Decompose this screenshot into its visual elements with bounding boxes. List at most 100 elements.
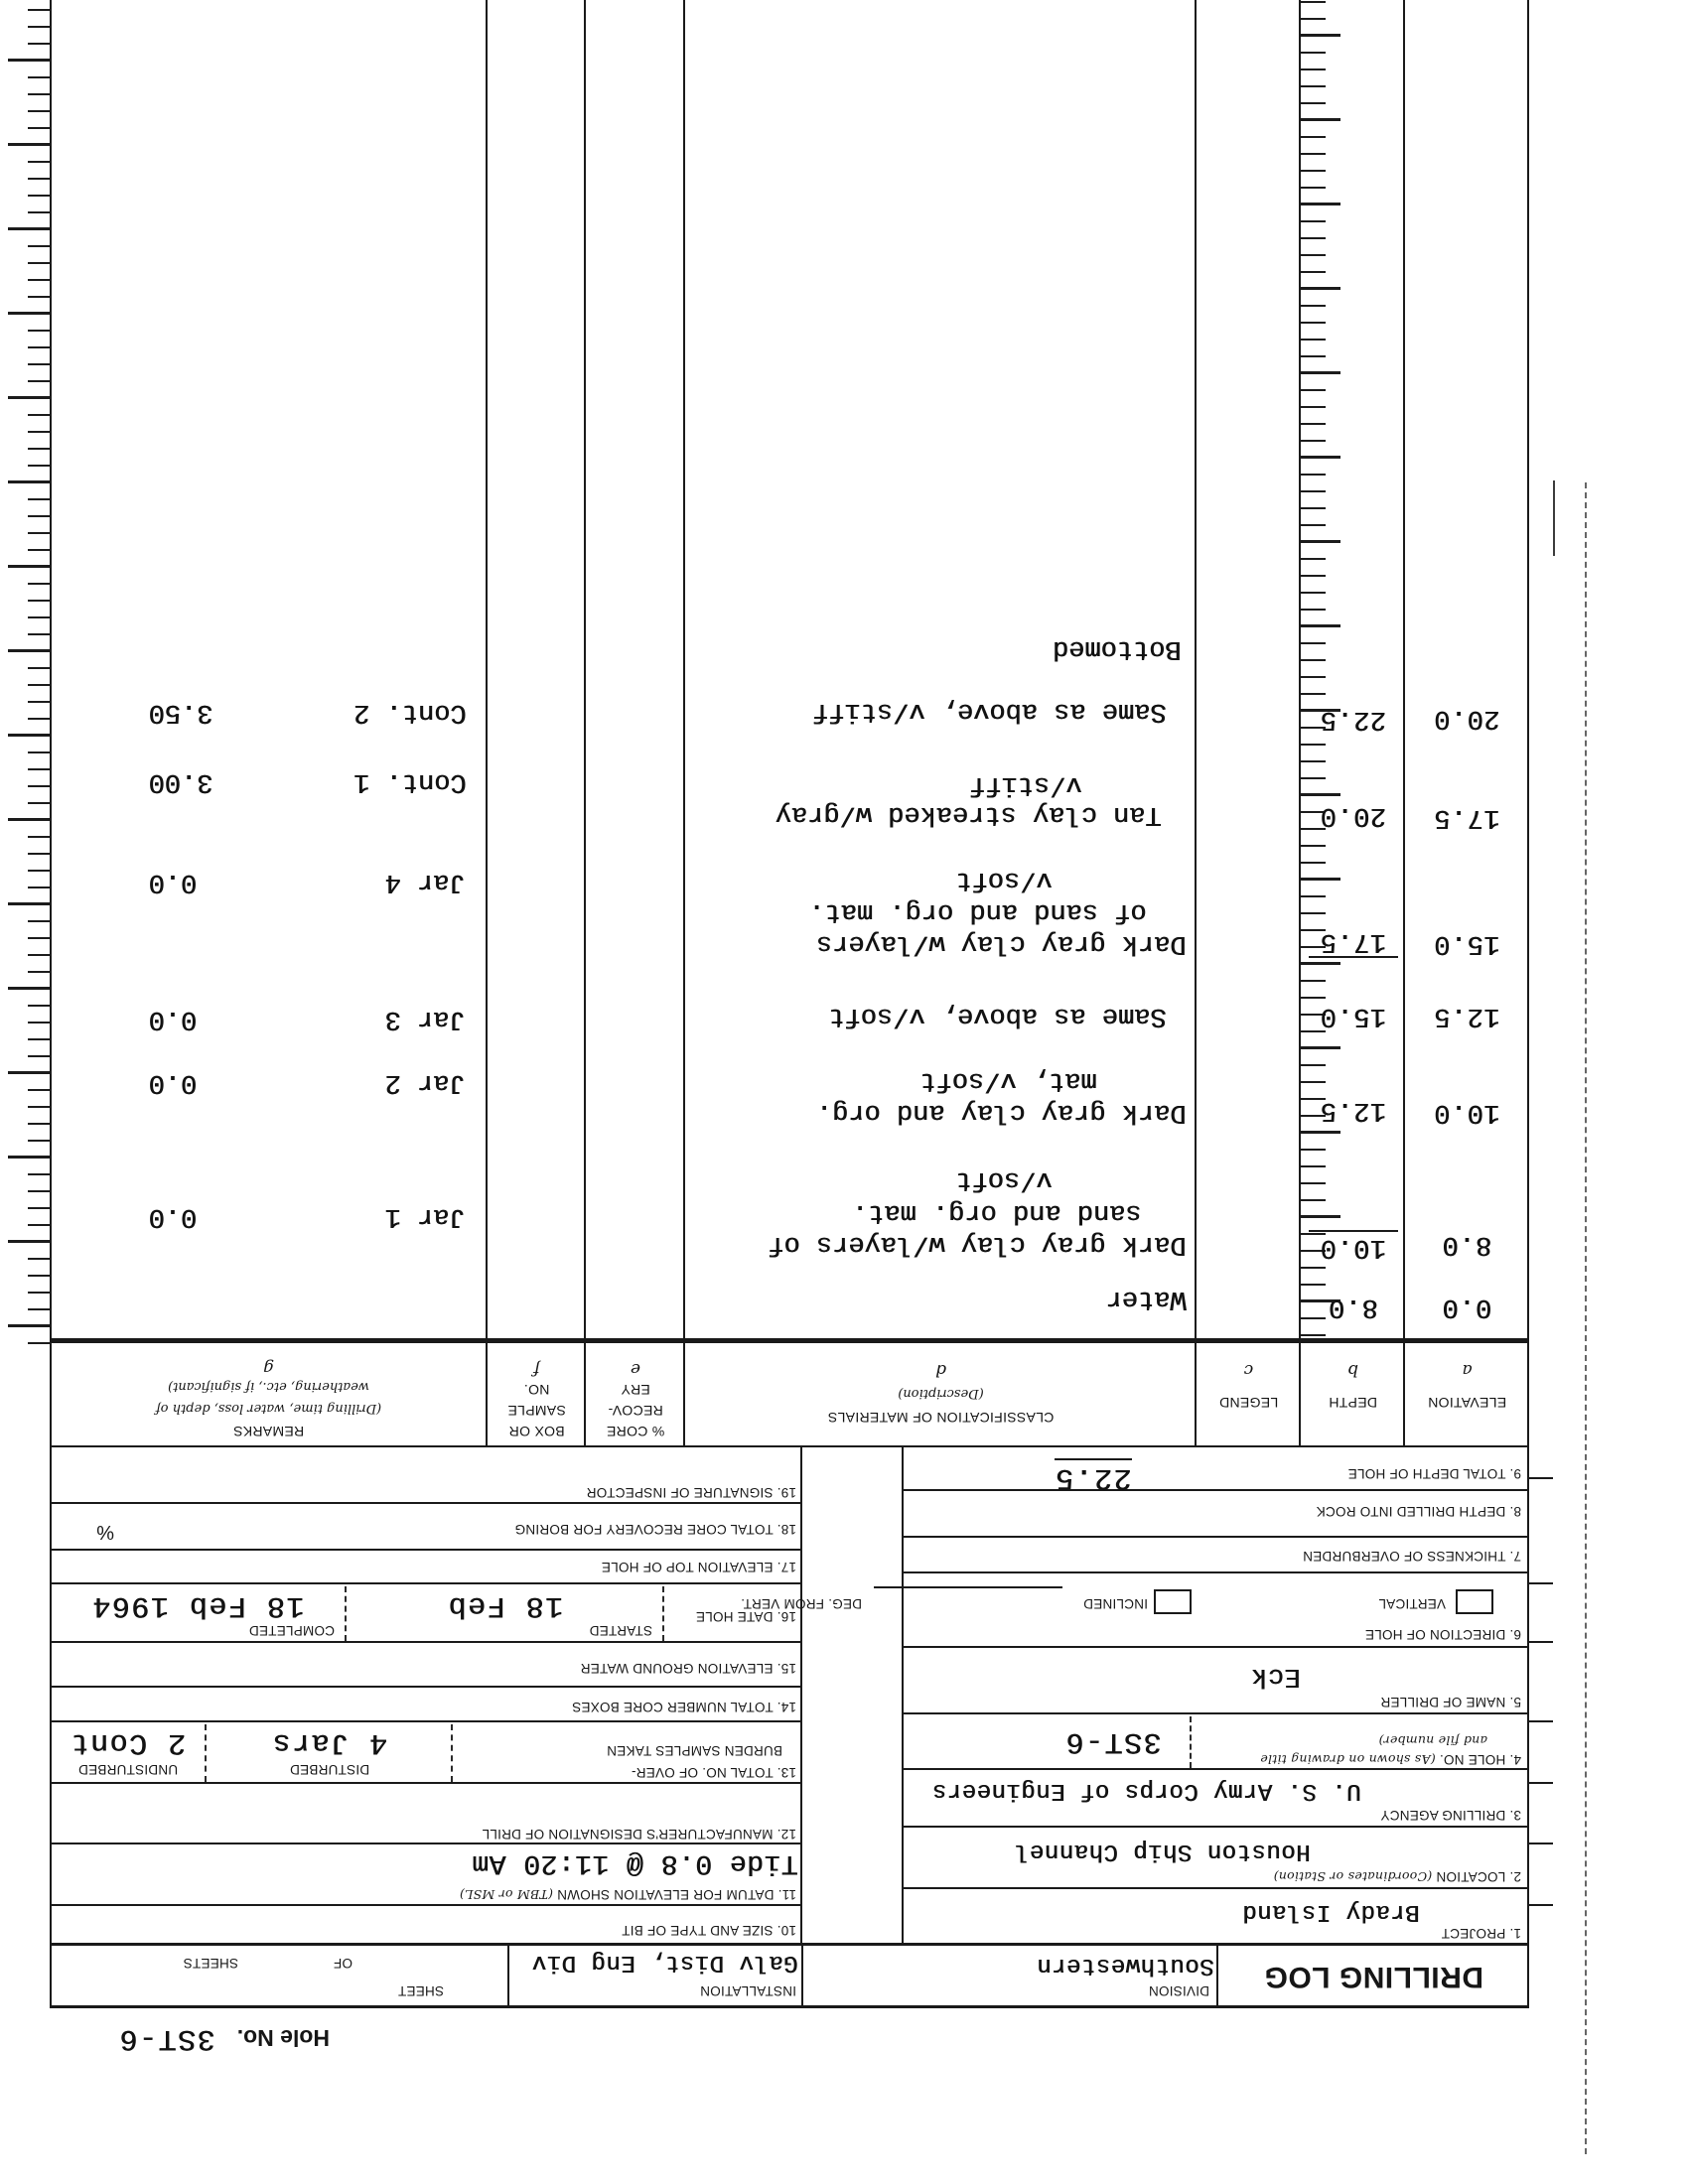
col-elevation-label: ELEVATION <box>1427 1395 1507 1411</box>
elevation-value: 12.5 <box>1434 1001 1500 1030</box>
classification-text: Dark gray clay and org. <box>816 1097 1187 1127</box>
remarks-value: 0.0 <box>149 1004 198 1033</box>
column-line-box-remarks <box>486 0 488 1447</box>
degrees-blank-line <box>874 1586 1062 1588</box>
of-label: OF <box>333 1956 352 1971</box>
total-depth-value: 22.5 <box>1054 1458 1132 1494</box>
col-classification-letter: d <box>935 1360 946 1380</box>
col-box-letter: f <box>533 1359 540 1379</box>
bleed-stub <box>1529 1582 1553 1584</box>
field4-divider <box>1190 1716 1192 1768</box>
overburden-samples-label1: 13. TOTAL NO. OF OVER- <box>631 1765 796 1780</box>
field-border <box>50 1720 802 1722</box>
direction-label: 6. DIRECTION OF HOLE <box>1364 1627 1521 1642</box>
form-top-border <box>50 2005 1529 2008</box>
sheet-label: SHEET <box>397 1983 444 1998</box>
hole-no-field-label2: and file number) <box>1378 1733 1487 1748</box>
location-value: Houston Ship Channel <box>1014 1838 1311 1864</box>
column-line-legend-classification <box>1195 0 1197 1447</box>
depth-value: 12.5 <box>1320 1095 1387 1125</box>
classification-text: of sand and org. mat. <box>808 896 1147 926</box>
depth-value: 20.0 <box>1320 800 1387 830</box>
datum-note-value: Tide 0.8 @ 11:20 Am <box>472 1847 798 1878</box>
disturbed-value: 4 Jars <box>271 1725 388 1759</box>
field-border <box>50 1641 802 1643</box>
started-value: 18 Feb <box>447 1588 564 1622</box>
hole-no-field-value: 3ST-6 <box>1064 1724 1162 1758</box>
completed-label: COMPLETED <box>248 1623 335 1638</box>
col-remarks-note2: weathering, etc., if significant) <box>168 1379 369 1394</box>
right-stack-left-border <box>800 1447 802 1946</box>
depth-value: 15.0 <box>1320 1001 1387 1030</box>
col-classification-note: (Description) <box>898 1386 984 1401</box>
division-label: DIVISION <box>1148 1983 1209 1998</box>
field-border <box>50 1904 802 1906</box>
classification-text: Water <box>1105 1284 1187 1313</box>
started-label: STARTED <box>589 1623 652 1638</box>
page-edge-artifact <box>1585 482 1587 2154</box>
date-hole-label: 16. DATE HOLE <box>695 1609 796 1624</box>
remarks-value: 0.0 <box>149 1201 198 1231</box>
ground-water-label: 15. ELEVATION GROUND WATER <box>580 1661 796 1676</box>
col-recovery-l2: RECOV- <box>608 1403 663 1419</box>
vertical-checkbox <box>1456 1589 1493 1614</box>
division-value: Southwestern <box>1037 1952 1214 1979</box>
datum-label: 11. DATUM FOR ELEVATION SHOWN (TBM or MS… <box>459 1887 796 1902</box>
classification-text: v/soft <box>955 1164 1053 1194</box>
elevation-value: 15.0 <box>1434 928 1500 958</box>
overburden-thickness-label: 7. THICKNESS OF OVERBURDEN <box>1302 1549 1521 1564</box>
project-value: Brady Island <box>1242 1898 1420 1925</box>
field-border <box>50 1782 802 1784</box>
depth-value: 8.0 <box>1328 1292 1379 1321</box>
form-right-border <box>50 0 52 2008</box>
col-remarks-note1: (Drilling time, water loss, depth of <box>155 1401 382 1416</box>
hole-no-label: Hole No. <box>236 2025 330 2051</box>
installation-value: Galv Dist, Eng Div <box>531 1949 798 1976</box>
title-divider <box>507 1946 509 2008</box>
classification-text: Dark gray clay w/layers of <box>768 1229 1187 1259</box>
classification-text: Bottomed <box>1053 633 1182 663</box>
bit-type-label: 10. SIZE AND TYPE OF BIT <box>621 1923 796 1938</box>
depth-value: 17.5 <box>1309 926 1398 958</box>
classification-text: Dark gray clay w/layers <box>816 928 1187 958</box>
drill-designation-label: 12. MANUFACTURER'S DESIGNATION OF DRILL <box>482 1827 796 1842</box>
undisturbed-value: 2 Cont <box>70 1725 187 1759</box>
col-legend-letter: c <box>1243 1360 1254 1380</box>
installation-label: INSTALLATION <box>699 1983 796 1998</box>
col-recovery-letter: e <box>630 1359 641 1379</box>
hole-no-value: 3ST-6 <box>118 2021 215 2055</box>
remarks-sample: Cont. 2 <box>353 697 467 727</box>
col-recovery-l1: % CORE <box>606 1424 665 1439</box>
page-edge-artifact-2 <box>1553 480 1555 556</box>
classification-text: Same as above, v/stiff <box>812 696 1167 726</box>
header-band-top-border <box>50 1445 1529 1447</box>
col-depth-letter: b <box>1347 1360 1358 1380</box>
driller-label: 5. NAME OF DRILLER <box>1380 1695 1521 1709</box>
field-border <box>902 1768 1529 1770</box>
field-border <box>902 1826 1529 1828</box>
form-title: DRILLING LOG <box>1264 1961 1483 1993</box>
col-box-l2: SAMPLE <box>507 1403 566 1419</box>
vertical-label: VERTICAL <box>1378 1596 1446 1611</box>
edge-ruler-major-ticks <box>8 0 50 1344</box>
field-border <box>50 1549 802 1551</box>
bleed-stub <box>1529 1904 1553 1906</box>
remarks-sample: Cont. 1 <box>353 766 467 796</box>
drilling-agency-label: 3. DRILLING AGENCY <box>1380 1808 1521 1823</box>
col-legend-label: LEGEND <box>1218 1395 1279 1411</box>
col-remarks-letter: g <box>263 1358 274 1378</box>
remarks-value: 0.0 <box>149 1067 198 1097</box>
total-depth-label: 9. TOTAL DEPTH OF HOLE <box>1347 1466 1521 1481</box>
elevation-value: 8.0 <box>1442 1229 1492 1259</box>
field-border <box>50 1843 802 1844</box>
remarks-sample: Jar 3 <box>384 1004 466 1033</box>
field-border <box>902 1887 1529 1889</box>
inclined-checkbox <box>1154 1589 1192 1614</box>
classification-text: sand and org. mat. <box>852 1197 1142 1227</box>
core-boxes-label: 14. TOTAL NUMBER CORE BOXES <box>571 1700 796 1714</box>
overburden-samples-label2: BURDEN SAMPLES TAKEN <box>606 1743 782 1758</box>
remarks-sample: Jar 4 <box>384 867 466 896</box>
field-border <box>902 1571 1529 1573</box>
classification-text: Tan clay streaked w/gray <box>776 799 1162 829</box>
